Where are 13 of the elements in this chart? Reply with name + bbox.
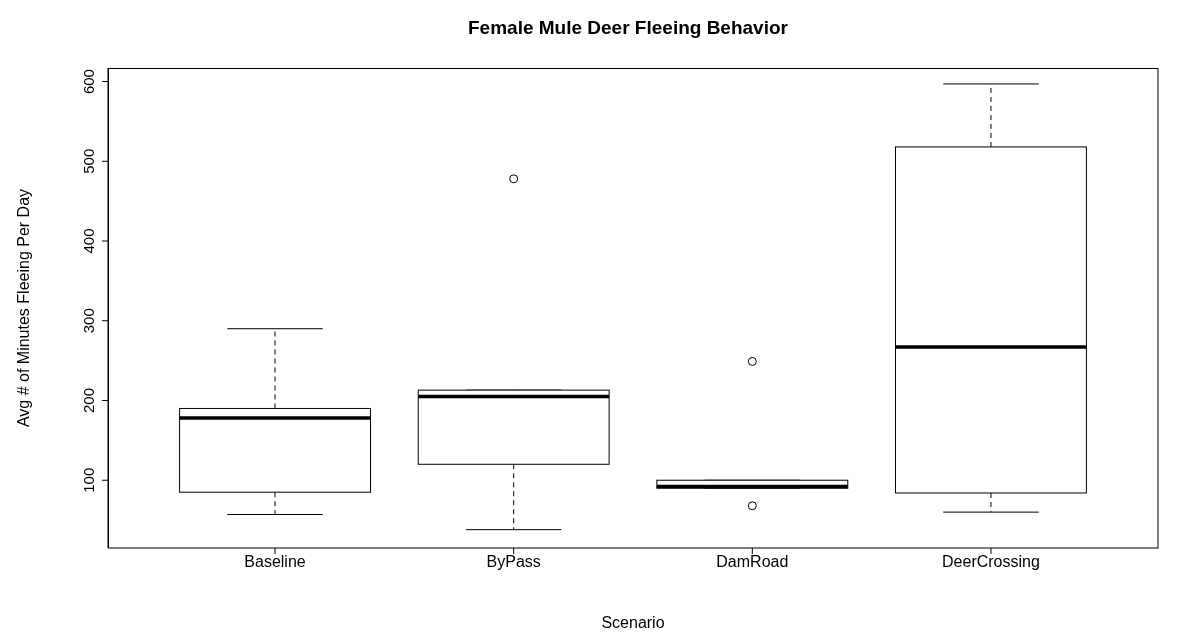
x-tick-label: ByPass	[486, 553, 541, 571]
x-tick-label: DeerCrossing	[942, 553, 1040, 571]
x-tick-label: DamRoad	[716, 553, 789, 571]
chart-title: Female Mule Deer Fleeing Behavior	[467, 16, 789, 40]
y-tick-label: 400	[80, 228, 97, 254]
y-tick-label: 500	[80, 148, 97, 174]
x-axis-title: Scenario	[601, 614, 665, 631]
y-axis-title: Avg # of Minutes Fleeing Per Day	[14, 188, 32, 428]
y-tick-label: 200	[80, 387, 97, 414]
y-tick-label: 600	[80, 69, 97, 95]
y-tick-label: 300	[80, 308, 97, 334]
y-tick-label: 100	[80, 467, 97, 493]
x-tick-label: Baseline	[244, 553, 306, 571]
